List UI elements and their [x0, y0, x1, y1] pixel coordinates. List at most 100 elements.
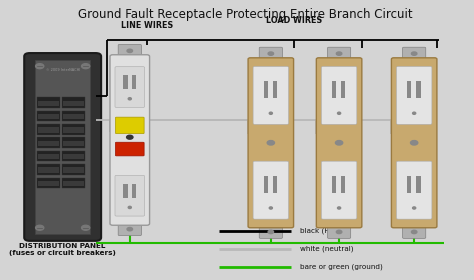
Text: bare or green (ground): bare or green (ground)	[301, 263, 383, 270]
Bar	[123, 75, 128, 89]
Ellipse shape	[337, 111, 341, 115]
Bar	[37, 137, 60, 148]
Bar	[62, 111, 85, 121]
Text: black (HOT): black (HOT)	[301, 227, 343, 234]
FancyBboxPatch shape	[116, 117, 144, 134]
Circle shape	[410, 141, 418, 145]
Bar	[341, 176, 346, 193]
FancyBboxPatch shape	[115, 67, 145, 108]
FancyBboxPatch shape	[115, 175, 145, 216]
Ellipse shape	[128, 97, 132, 101]
Bar	[332, 81, 336, 98]
Bar	[407, 81, 411, 98]
FancyBboxPatch shape	[24, 53, 101, 241]
Bar	[62, 164, 85, 175]
Circle shape	[36, 64, 44, 69]
Bar	[63, 141, 84, 146]
FancyBboxPatch shape	[321, 66, 357, 124]
Bar	[35, 60, 90, 234]
Bar	[63, 167, 84, 173]
Circle shape	[337, 230, 342, 234]
Text: © 2009 InterNACHI: © 2009 InterNACHI	[46, 68, 80, 72]
FancyBboxPatch shape	[259, 225, 283, 238]
FancyBboxPatch shape	[253, 161, 289, 219]
Bar	[38, 114, 59, 119]
FancyBboxPatch shape	[392, 58, 437, 228]
FancyBboxPatch shape	[328, 47, 351, 60]
Bar	[63, 181, 84, 186]
Circle shape	[336, 141, 343, 145]
Bar	[37, 178, 60, 188]
FancyBboxPatch shape	[118, 45, 141, 57]
Bar	[63, 127, 84, 133]
Circle shape	[337, 52, 342, 55]
Ellipse shape	[337, 206, 341, 210]
FancyBboxPatch shape	[396, 66, 432, 124]
Circle shape	[127, 135, 133, 139]
FancyBboxPatch shape	[110, 55, 150, 225]
Ellipse shape	[269, 206, 273, 210]
Bar	[264, 176, 268, 193]
Bar	[417, 81, 420, 98]
FancyBboxPatch shape	[396, 161, 432, 219]
Circle shape	[411, 230, 417, 234]
Ellipse shape	[412, 111, 417, 115]
FancyBboxPatch shape	[321, 161, 357, 219]
Bar	[38, 181, 59, 186]
FancyBboxPatch shape	[253, 66, 289, 124]
FancyBboxPatch shape	[402, 225, 426, 238]
Bar	[38, 167, 59, 173]
Text: DISTRIBUTION PANEL
(fuses or circuit breakers): DISTRIBUTION PANEL (fuses or circuit bre…	[9, 243, 116, 256]
Bar	[62, 178, 85, 188]
Text: white (neutral): white (neutral)	[301, 245, 354, 252]
Bar	[62, 97, 85, 108]
Bar	[407, 176, 411, 193]
Bar	[63, 114, 84, 119]
Bar	[332, 176, 336, 193]
Bar	[63, 101, 84, 106]
Bar	[37, 124, 60, 135]
Circle shape	[127, 227, 133, 231]
Bar	[38, 141, 59, 146]
FancyBboxPatch shape	[116, 142, 144, 156]
Bar	[62, 124, 85, 135]
Circle shape	[411, 52, 417, 55]
Bar	[38, 127, 59, 133]
Circle shape	[36, 225, 44, 230]
FancyBboxPatch shape	[118, 223, 141, 235]
Bar	[273, 81, 277, 98]
Bar	[37, 111, 60, 121]
Text: LOAD WIRES: LOAD WIRES	[266, 16, 322, 25]
Circle shape	[82, 64, 90, 69]
Text: Ground Fault Receptacle Protecting Entire Branch Circuit: Ground Fault Receptacle Protecting Entir…	[79, 8, 413, 21]
Bar	[132, 184, 136, 198]
Circle shape	[268, 52, 273, 55]
Ellipse shape	[269, 111, 273, 115]
Bar	[37, 151, 60, 162]
Circle shape	[82, 225, 90, 230]
Circle shape	[267, 141, 274, 145]
Bar	[63, 154, 84, 159]
FancyBboxPatch shape	[259, 47, 283, 60]
Bar	[62, 151, 85, 162]
Circle shape	[127, 49, 133, 53]
Bar	[38, 154, 59, 159]
Ellipse shape	[128, 206, 132, 209]
Bar	[123, 184, 128, 198]
Bar	[38, 101, 59, 106]
Text: LINE WIRES: LINE WIRES	[121, 21, 173, 30]
Bar	[341, 81, 346, 98]
FancyBboxPatch shape	[402, 47, 426, 60]
Ellipse shape	[412, 206, 417, 210]
Bar	[132, 75, 136, 89]
Circle shape	[268, 230, 273, 234]
FancyBboxPatch shape	[248, 58, 293, 228]
FancyBboxPatch shape	[328, 225, 351, 238]
Bar	[264, 81, 268, 98]
Bar	[273, 176, 277, 193]
Bar	[417, 176, 420, 193]
Bar	[37, 97, 60, 108]
Bar	[62, 137, 85, 148]
Bar	[37, 164, 60, 175]
FancyBboxPatch shape	[316, 58, 362, 228]
